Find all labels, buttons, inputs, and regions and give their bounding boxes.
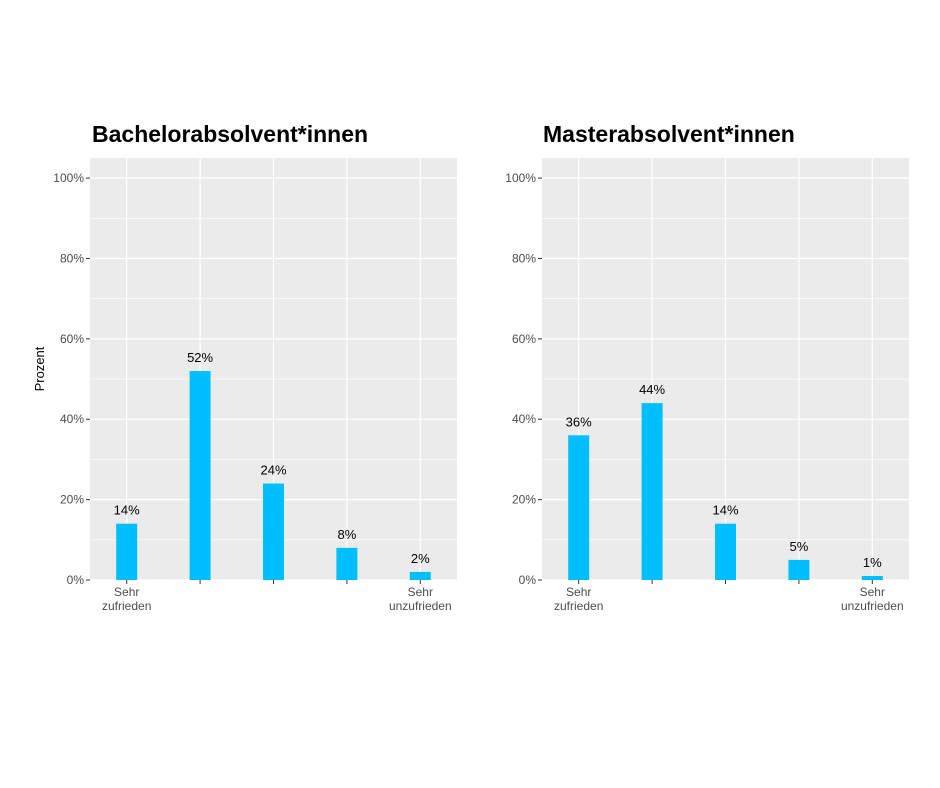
master-y-tick-label: 0% xyxy=(519,573,537,587)
bachelor-y-tick-label: 40% xyxy=(60,412,84,426)
bachelor-x-tick-label: Sehr unzufrieden xyxy=(389,585,452,613)
master-x-tick-label-line: unzufrieden xyxy=(841,599,904,613)
master-data-label: 36% xyxy=(566,414,592,429)
master-bar xyxy=(788,559,810,580)
bachelor-x-tick-label-line: unzufrieden xyxy=(389,599,452,613)
master-data-label: 44% xyxy=(639,382,665,397)
bachelor-data-label: 24% xyxy=(260,463,286,478)
bachelor-bar xyxy=(409,571,431,580)
bachelor-data-label: 2% xyxy=(411,551,430,566)
master-data-label: 5% xyxy=(790,539,809,554)
master-bar xyxy=(715,523,736,580)
bachelor-y-tick-label: 80% xyxy=(60,251,84,265)
master-x-tick-label: Sehr zufrieden xyxy=(554,585,603,613)
master-x-tick-label-line: Sehr xyxy=(566,585,591,599)
bachelor-data-label: 8% xyxy=(338,527,357,542)
bachelor-y-tick-label: 20% xyxy=(60,493,84,507)
master-x-tick-label: Sehr unzufrieden xyxy=(841,585,904,613)
master-chart: 0%20%40%60%80%100%36%Sehr zufrieden44%14%… xyxy=(505,121,909,613)
master-data-label: 1% xyxy=(863,555,882,570)
bachelor-bar xyxy=(189,371,211,580)
master-y-tick-label: 20% xyxy=(512,493,536,507)
bachelor-bar xyxy=(263,483,284,580)
master-data-label: 14% xyxy=(712,503,738,518)
master-x-tick-label-line: zufrieden xyxy=(554,599,603,613)
bachelor-data-label: 52% xyxy=(187,350,213,365)
bachelor-chart-title: Bachelorabsolvent*innen xyxy=(92,121,368,147)
master-y-tick-label: 80% xyxy=(512,251,536,265)
master-y-tick-label: 100% xyxy=(505,171,536,185)
master-x-tick-label-line: Sehr xyxy=(860,585,885,599)
bachelor-y-tick-label: 100% xyxy=(53,171,84,185)
master-bar xyxy=(641,403,663,580)
master-bar xyxy=(568,435,590,580)
master-chart-title: Masterabsolvent*innen xyxy=(543,121,795,147)
bachelor-bar xyxy=(116,523,138,580)
bachelor-y-tick-label: 60% xyxy=(60,332,84,346)
master-y-tick-label: 40% xyxy=(512,412,536,426)
bachelor-y-axis-label: Prozent xyxy=(32,346,47,391)
bachelor-x-tick-label: Sehr zufrieden xyxy=(102,585,151,613)
bachelor-x-tick-label-line: Sehr xyxy=(408,585,433,599)
bachelor-bar xyxy=(336,547,358,580)
master-bar xyxy=(861,575,883,580)
bachelor-x-tick-label-line: zufrieden xyxy=(102,599,151,613)
bachelor-y-tick-label: 0% xyxy=(67,573,85,587)
master-y-tick-label: 60% xyxy=(512,332,536,346)
bachelor-data-label: 14% xyxy=(114,503,140,518)
bachelor-x-tick-label-line: Sehr xyxy=(114,585,139,599)
bachelor-chart: 0%20%40%60%80%100%14%Sehr zufrieden52%24%… xyxy=(32,121,457,613)
